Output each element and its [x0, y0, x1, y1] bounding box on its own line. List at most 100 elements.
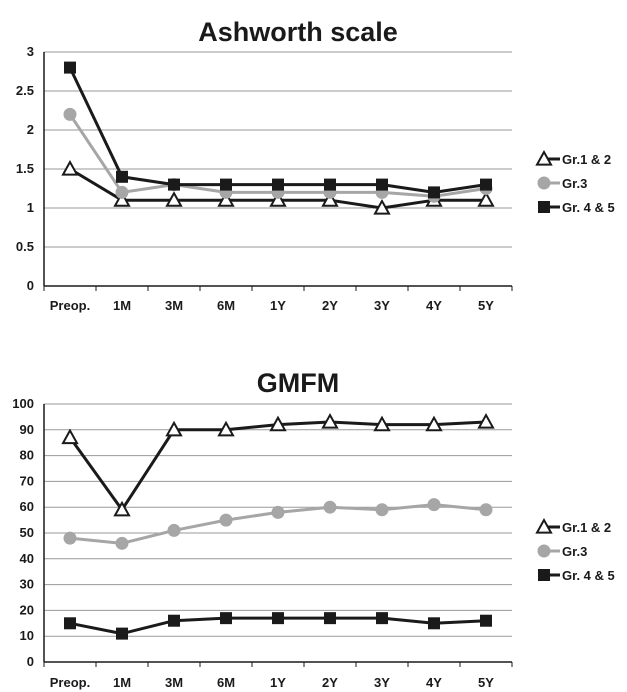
x-tick-label: 4Y [426, 298, 442, 313]
y-tick-label: 50 [20, 525, 34, 540]
legend-label: Gr. 4 & 5 [562, 568, 615, 583]
x-tick-label: 5Y [478, 675, 494, 690]
data-point [115, 185, 129, 199]
legend-label: Gr.1 & 2 [562, 520, 611, 535]
data-point [116, 627, 128, 640]
data-point [217, 191, 235, 207]
y-tick-label: 1.5 [16, 161, 34, 176]
data-point [373, 415, 391, 432]
data-point [272, 178, 284, 191]
y-tick-label: 10 [20, 628, 34, 643]
legend-item: Gr.3 [537, 176, 587, 191]
y-tick-label: 1 [27, 200, 34, 215]
y-tick-label: 100 [12, 396, 34, 411]
y-tick-label: 60 [20, 499, 34, 514]
legend-item: Gr.1 & 2 [535, 517, 611, 535]
data-point [113, 500, 131, 517]
data-point [168, 178, 180, 191]
legend-item: Gr.1 & 2 [535, 149, 611, 167]
data-point [61, 428, 79, 445]
data-point [321, 191, 339, 207]
data-point [61, 159, 79, 176]
data-point [271, 505, 285, 519]
x-tick-label: 5Y [478, 298, 494, 313]
data-point [167, 523, 181, 537]
legend-marker [537, 544, 551, 558]
y-tick-label: 70 [20, 473, 34, 488]
legend-marker [538, 569, 550, 581]
legend-marker [537, 176, 551, 190]
data-point [477, 413, 495, 429]
data-point [272, 612, 284, 625]
y-tick-label: 30 [20, 577, 34, 592]
legend-item: Gr.3 [537, 544, 587, 559]
legend-label: Gr.1 & 2 [562, 152, 611, 167]
data-point [219, 513, 233, 527]
series-line [68, 420, 487, 512]
x-tick-label: 3M [165, 298, 183, 313]
y-tick-label: 0 [27, 278, 34, 293]
chart-title: Ashworth scale [198, 17, 398, 47]
data-point [373, 198, 391, 215]
series-1 [61, 413, 495, 517]
data-point [477, 191, 495, 207]
data-point [479, 503, 493, 517]
data-point [217, 420, 235, 437]
data-point [324, 178, 336, 191]
series-3 [64, 61, 492, 199]
data-point [116, 170, 128, 183]
data-point [168, 614, 180, 627]
data-point [425, 415, 443, 432]
x-tick-label: Preop. [50, 675, 90, 690]
data-point [113, 191, 131, 207]
y-tick-label: 80 [20, 448, 34, 463]
series-1 [61, 159, 495, 215]
legend-marker [535, 149, 553, 166]
data-point [165, 191, 183, 207]
data-point [376, 178, 388, 191]
y-tick-label: 90 [20, 422, 34, 437]
series-3 [64, 612, 492, 640]
chart-1: Ashworth scale 0 0.5 1 1.5 2 2.5 3 Preop. 1M 3M 6M 1… [16, 17, 615, 313]
x-tick-label: 2Y [322, 298, 338, 313]
data-point [64, 617, 76, 630]
x-tick-label: 1Y [270, 298, 286, 313]
data-point [63, 107, 77, 121]
data-point [64, 61, 76, 74]
data-point [376, 612, 388, 625]
y-tick-label: 0.5 [16, 239, 34, 254]
x-tick-label: 1Y [270, 675, 286, 690]
data-point [63, 531, 77, 545]
data-point [321, 413, 339, 429]
data-point [428, 186, 440, 199]
y-tick-label: 40 [20, 551, 34, 566]
data-point [323, 500, 337, 514]
y-tick-label: 20 [20, 602, 34, 617]
data-point [115, 536, 129, 550]
legend: Gr.1 & 2 Gr.3 Gr. 4 & 5 [535, 517, 615, 583]
data-point [269, 415, 287, 432]
data-point [220, 178, 232, 191]
y-tick-label: 2.5 [16, 83, 34, 98]
x-tick-label: 4Y [426, 675, 442, 690]
legend-marker [535, 517, 553, 534]
legend-label: Gr.3 [562, 176, 587, 191]
data-point [220, 612, 232, 625]
data-point [428, 617, 440, 630]
data-point [480, 614, 492, 627]
y-tick-label: 2 [27, 122, 34, 137]
data-point [165, 420, 183, 437]
y-tick-label: 3 [27, 44, 34, 59]
legend-marker [538, 201, 550, 213]
data-point [480, 178, 492, 191]
y-tick-label: 0 [27, 654, 34, 669]
x-tick-label: 3Y [374, 675, 390, 690]
legend-item: Gr. 4 & 5 [538, 568, 615, 583]
legend-label: Gr.3 [562, 544, 587, 559]
chart-2: GMFM 0 10 20 30 40 50 60 70 80 90 100 Preop. 1M 3M 6M 1Y… [12, 368, 614, 690]
x-tick-label: 3Y [374, 298, 390, 313]
x-tick-label: 2Y [322, 675, 338, 690]
x-tick-label: 6M [217, 675, 235, 690]
legend-label: Gr. 4 & 5 [562, 200, 615, 215]
